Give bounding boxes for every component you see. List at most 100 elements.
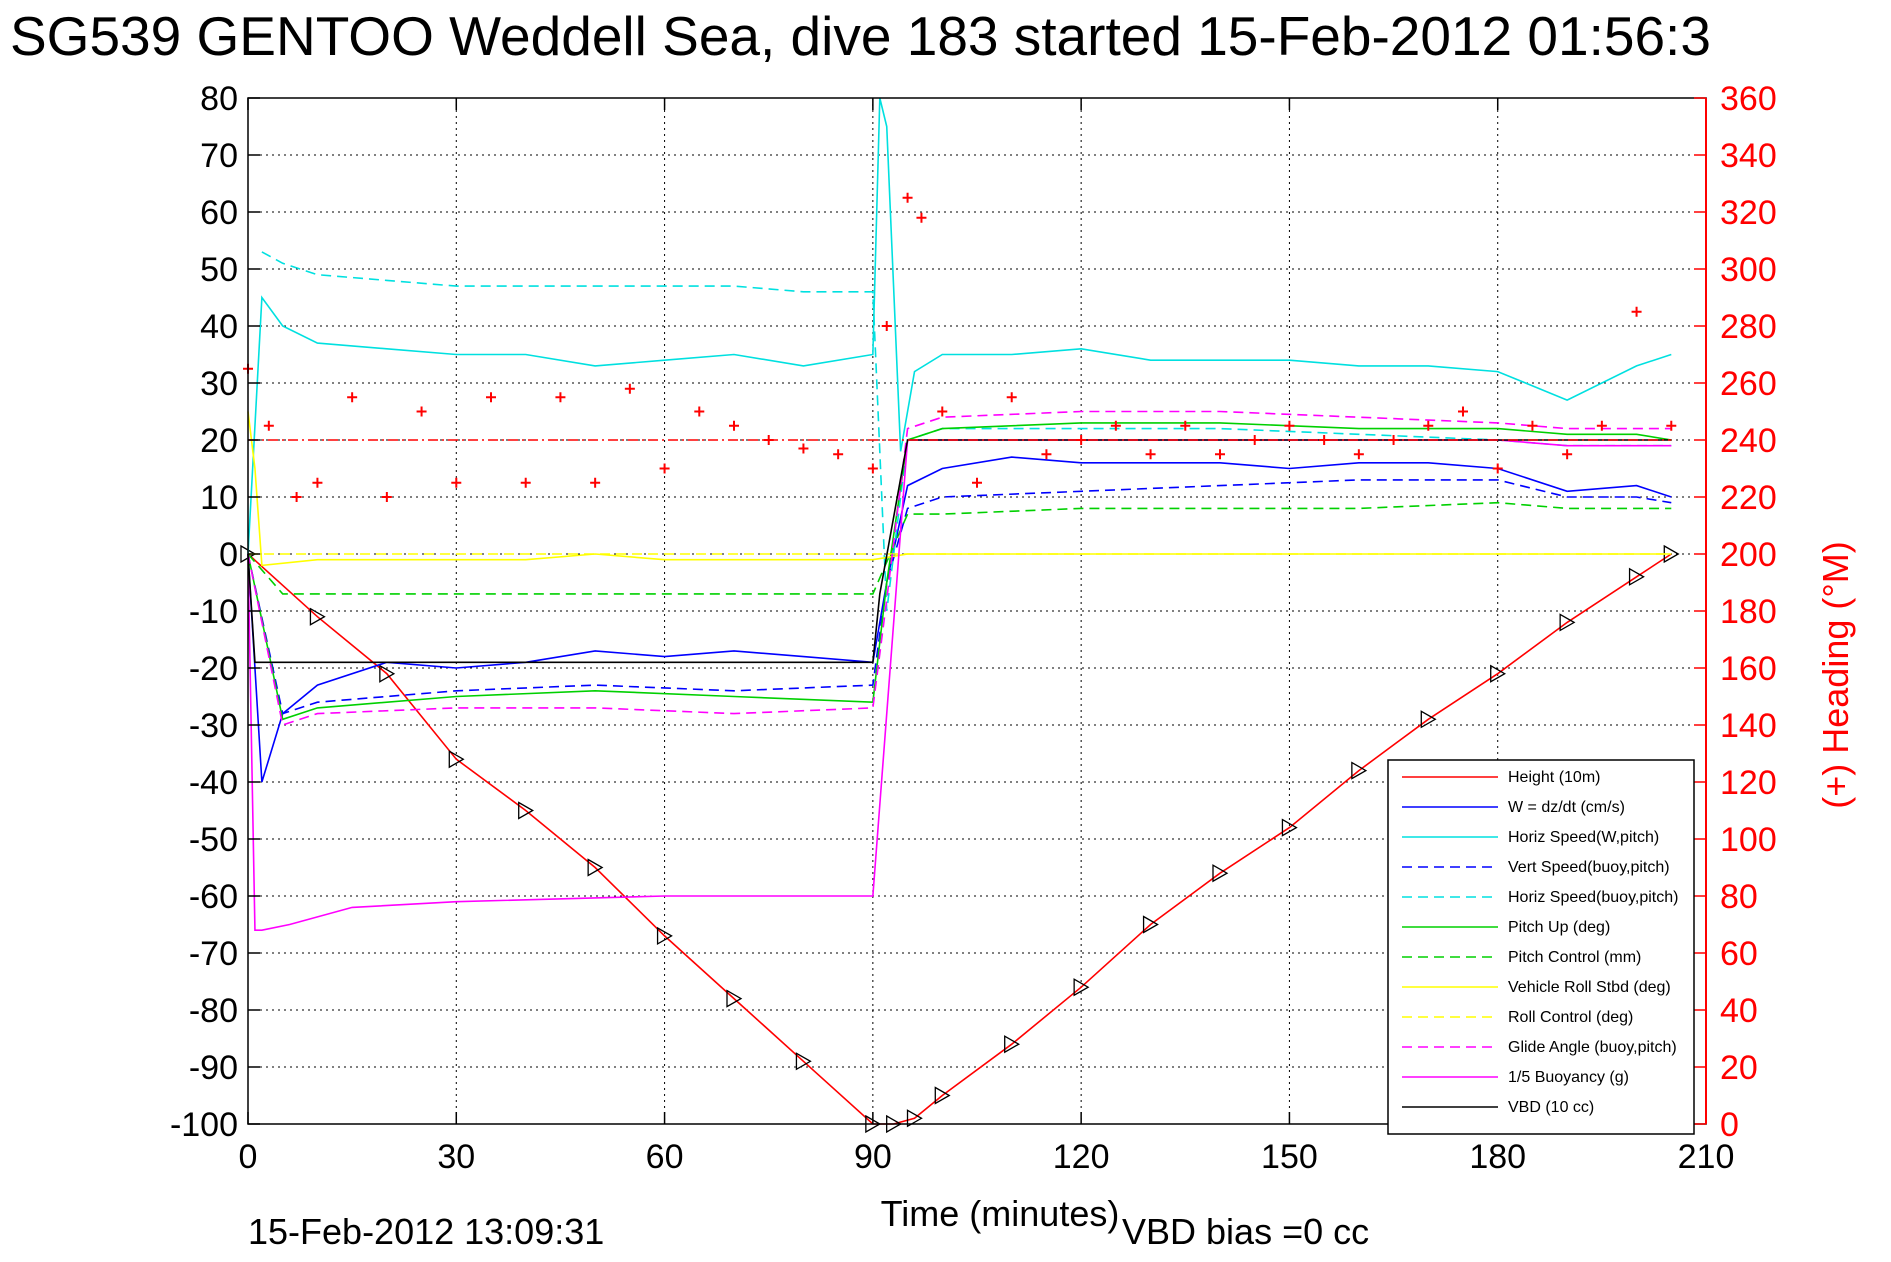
series-heading-m: [243, 192, 1677, 502]
x-tick-label: 150: [1261, 1138, 1318, 1176]
heading-point: [972, 477, 982, 488]
footer-vbd-bias: VBD bias =0 cc: [1122, 1211, 1369, 1252]
y-right-tick-label: 80: [1720, 878, 1758, 916]
height-marker: [1073, 978, 1090, 997]
y-right-tick-label: 360: [1720, 80, 1777, 118]
y-right-tick-label: 200: [1720, 536, 1777, 574]
height-markers: [240, 544, 1680, 1134]
x-tick-label: 60: [646, 1138, 684, 1176]
series-layer: [240, 97, 1680, 1134]
height-marker: [906, 1109, 923, 1128]
heading-point: [729, 420, 739, 431]
x-tick-label: 120: [1053, 1138, 1110, 1176]
heading-point: [291, 492, 302, 502]
y-tick-label: -70: [189, 935, 238, 973]
series-pitch-up-deg: [247, 422, 1672, 721]
series-vert-speed-buoy-pitch: [247, 479, 1672, 715]
series-height-10m: [247, 553, 1672, 1125]
y-right-tick-label: 60: [1720, 935, 1758, 973]
height-marker: [1351, 761, 1368, 780]
height-marker: [795, 1052, 812, 1071]
y-tick-label: 20: [200, 422, 238, 460]
y-tick-label: -80: [189, 992, 238, 1030]
legend-entry: Horiz Speed(W,pitch): [1508, 829, 1659, 846]
heading-point: [1458, 406, 1468, 417]
series-glide-angle-buoy-pitch: [247, 410, 1672, 727]
legend-entry: 1/5 Buoyancy (g): [1508, 1069, 1629, 1086]
y-tick-label: 30: [200, 365, 238, 403]
x-tick-label: 0: [239, 1138, 258, 1176]
heading-point: [833, 449, 844, 460]
heading-point: [1631, 306, 1642, 317]
legend-entry: W = dz/dt (cm/s): [1508, 799, 1625, 816]
height-marker: [1281, 818, 1298, 837]
y-right-tick-label: 120: [1720, 764, 1777, 802]
x-tick-label: 90: [854, 1138, 892, 1176]
heading-point: [555, 392, 566, 403]
series-vbd-10-cc: [247, 439, 1672, 664]
legend-entry: Vehicle Roll Stbd (deg): [1508, 979, 1671, 996]
series-pitch-control-mm: [247, 501, 1672, 595]
y-tick-label: 50: [200, 251, 238, 289]
height-marker: [1004, 1035, 1021, 1054]
y-tick-label: -30: [189, 707, 238, 745]
y-right-tick-label: 40: [1720, 992, 1758, 1030]
footer-timestamp: 15-Feb-2012 13:09:31: [248, 1211, 604, 1252]
height-marker: [656, 926, 673, 946]
y-right-tick-label: 320: [1720, 194, 1777, 232]
x-tick-label: 30: [437, 1138, 475, 1176]
heading-point: [659, 463, 670, 474]
height-marker: [934, 1086, 951, 1105]
ticks: 0 30 60 90 120 150 180 210-100-90-80-70-60-50-4…: [170, 80, 1777, 1176]
y-right-tick-label: 220: [1720, 479, 1777, 517]
heading-point: [1041, 449, 1052, 460]
heading-point: [1527, 420, 1538, 431]
heading-point: [312, 477, 323, 488]
y-tick-label: -50: [189, 821, 238, 859]
heading-point: [881, 321, 892, 331]
heading-point: [1110, 420, 1121, 431]
heading-point: [1353, 449, 1364, 460]
x-tick-label: 180: [1469, 1138, 1526, 1176]
y-tick-label: 70: [200, 137, 238, 175]
heading-point: [1180, 420, 1191, 431]
heading-point: [867, 463, 878, 474]
heading-point: [1423, 420, 1434, 431]
y-tick-label: -100: [170, 1106, 238, 1144]
heading-point: [1215, 449, 1225, 460]
heading-point: [381, 492, 392, 502]
heading-point: [1284, 420, 1295, 431]
heading-point: [937, 406, 948, 417]
height-marker: [379, 664, 396, 683]
y-right-tick-label: 180: [1720, 593, 1777, 631]
series-w-dz-dt-cm-s: [247, 456, 1672, 783]
height-marker: [1559, 613, 1576, 632]
x-axis-label: Time (minutes): [881, 1193, 1120, 1234]
legend-entry: Glide Angle (buoy,pitch): [1508, 1039, 1677, 1056]
heading-point: [798, 443, 809, 454]
legend-box: [1387, 759, 1695, 1135]
series-horiz-speed-buoy-pitch: [261, 251, 1672, 612]
height-marker: [448, 750, 465, 769]
series-horiz-speed-w-pitch: [247, 97, 1672, 555]
y-right-tick-label: 100: [1720, 821, 1777, 859]
heading-point: [916, 212, 927, 223]
heading-point: [1666, 420, 1677, 431]
y-right-tick-label: 280: [1720, 308, 1777, 346]
height-marker: [1490, 664, 1507, 683]
y-right-tick-label: 260: [1720, 365, 1777, 403]
y-tick-label: 60: [200, 194, 238, 232]
y-right-tick-label: 340: [1720, 137, 1777, 175]
legend-entry: Pitch Up (deg): [1508, 919, 1610, 936]
heading-point: [694, 406, 705, 417]
legend-entry: Roll Control (deg): [1508, 1009, 1633, 1026]
y-tick-label: 80: [200, 80, 238, 118]
y-right-tick-label: 300: [1720, 251, 1777, 289]
heading-point: [347, 392, 358, 403]
y-tick-label: -60: [189, 878, 238, 916]
y-tick-label: -20: [189, 650, 238, 688]
y-right-tick-label: 0: [1720, 1106, 1739, 1144]
legend: Height (10m) W = dz/dt (cm/s) Horiz Speed(…: [1387, 759, 1695, 1135]
heading-point: [1145, 449, 1156, 460]
